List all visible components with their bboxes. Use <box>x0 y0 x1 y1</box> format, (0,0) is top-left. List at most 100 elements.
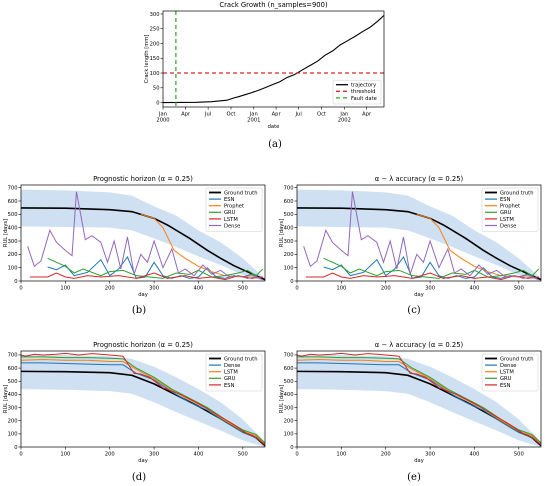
plot-area-b <box>21 189 265 281</box>
legend-label: GRU <box>500 376 512 382</box>
y-tick-label: 50 <box>153 86 160 92</box>
y-tick-label: 0 <box>156 100 159 106</box>
series-gru <box>323 257 540 279</box>
caption-b: (b) <box>131 305 147 316</box>
caption-c: (c) <box>407 305 421 316</box>
plot-area-c <box>297 189 541 281</box>
confidence-band <box>297 354 541 447</box>
series-esn <box>323 255 537 279</box>
x-axis-label: day <box>138 458 148 464</box>
chart-e: 0 100 200 300 400 500 0 100 200 300 400 500 600 700 α … <box>279 341 542 464</box>
y-axis-label: RUL [days] <box>3 219 9 247</box>
chart-title: Prognostic horizon (α = 0.25) <box>93 341 193 349</box>
legend-label: ESN <box>500 197 511 203</box>
x-tick-label: 500 <box>514 452 524 458</box>
legend-label: Dense <box>224 363 240 369</box>
x-axis-label: date <box>268 124 280 130</box>
x-tick-label: 100 <box>60 452 70 458</box>
x-tick-label: Oct <box>317 112 326 118</box>
x-tick-label: Jan <box>249 112 258 118</box>
y-tick-label: 500 <box>284 212 294 218</box>
x-tick-label-year: 2000 <box>156 118 169 124</box>
y-tick-label: 150 <box>150 56 160 62</box>
x-tick-label: 300 <box>425 286 435 292</box>
x-tick-label: Jan <box>339 112 348 118</box>
x-tick-label: 400 <box>470 286 480 292</box>
y-tick-label: 200 <box>284 252 294 258</box>
y-tick-label: 600 <box>8 366 18 372</box>
y-tick-label: 200 <box>150 41 160 47</box>
series-esn <box>21 352 265 446</box>
x-tick-label: 300 <box>149 452 159 458</box>
plot-area-a <box>163 11 384 107</box>
y-tick-label: 200 <box>8 252 18 258</box>
y-tick-label: 300 <box>8 239 18 245</box>
y-tick-label: 700 <box>284 353 294 359</box>
confidence-band <box>21 354 265 447</box>
series-ground-truth <box>21 207 265 281</box>
y-tick-label: 400 <box>284 392 294 398</box>
legend-label: LSTM <box>500 370 514 376</box>
y-tick-label: 300 <box>284 405 294 411</box>
legend-label: ESN <box>224 383 235 389</box>
x-tick-label-year: 2001 <box>247 118 260 124</box>
series-gru <box>47 257 264 279</box>
series-dense <box>21 362 265 445</box>
y-tick-label: 100 <box>150 71 160 77</box>
y-tick-label: 200 <box>8 418 18 424</box>
legend-label: GRU <box>224 376 236 382</box>
chart-d: 0 100 200 300 400 500 0 100 200 300 400 500 600 700 Pr… <box>3 341 266 464</box>
series-lstm <box>21 359 265 445</box>
legend-box <box>205 353 263 392</box>
y-axis-label: RUL [days] <box>279 385 285 413</box>
y-tick-label: 400 <box>8 392 18 398</box>
x-tick-label: Jan <box>158 112 167 118</box>
y-tick-label: 600 <box>284 366 294 372</box>
y-tick-label: 400 <box>284 225 294 231</box>
y-tick-label: 500 <box>8 379 18 385</box>
y-axis-label: RUL [days] <box>279 219 285 247</box>
chart-c: 0 100 200 300 400 500 0 100 200 300 400 500 600 700 α … <box>279 175 542 298</box>
y-axis-label: Crack length [mm] <box>144 35 150 84</box>
y-tick-label: 100 <box>284 432 294 438</box>
y-tick-label: 0 <box>14 279 17 285</box>
series-dense <box>297 362 541 445</box>
x-tick-label: 0 <box>19 286 22 292</box>
x-axis-label: day <box>414 458 424 464</box>
x-tick-label: 200 <box>381 286 391 292</box>
plot-area-d <box>21 352 265 447</box>
series-lstm <box>297 359 541 445</box>
legend-label: Dense <box>500 223 516 229</box>
legend-label: Ground truth <box>500 190 534 196</box>
caption-e: (e) <box>407 472 421 483</box>
x-tick-label: 500 <box>514 286 524 292</box>
y-tick-label: 300 <box>150 12 160 18</box>
y-tick-label: 100 <box>8 432 18 438</box>
x-tick-label: Jul <box>204 112 211 118</box>
x-tick-label: 500 <box>238 452 248 458</box>
plot-area-e <box>297 352 541 447</box>
axes-frame <box>20 350 266 448</box>
confidence-band <box>297 189 541 281</box>
y-tick-label: 0 <box>290 279 293 285</box>
legend-label: threshold <box>351 89 375 95</box>
x-tick-label-year: 2002 <box>338 118 351 124</box>
x-tick-label: 0 <box>295 286 298 292</box>
legend-label: GRU <box>224 210 236 216</box>
legend-label: Fault date <box>351 96 377 102</box>
series-dense <box>303 191 539 281</box>
legend-label: Dense <box>224 223 240 229</box>
legend-label: ESN <box>224 197 235 203</box>
legend-label: Prophet <box>224 204 244 210</box>
legend-label: GRU <box>500 210 512 216</box>
legend-label: Dense <box>500 363 516 369</box>
series-trajectory <box>163 15 384 104</box>
series-lstm <box>29 272 263 281</box>
chart-title: Crack Growth (n_samples=900) <box>219 1 328 9</box>
axes-frame <box>20 184 266 282</box>
y-tick-label: 100 <box>8 265 18 271</box>
y-tick-label: 700 <box>8 353 18 359</box>
